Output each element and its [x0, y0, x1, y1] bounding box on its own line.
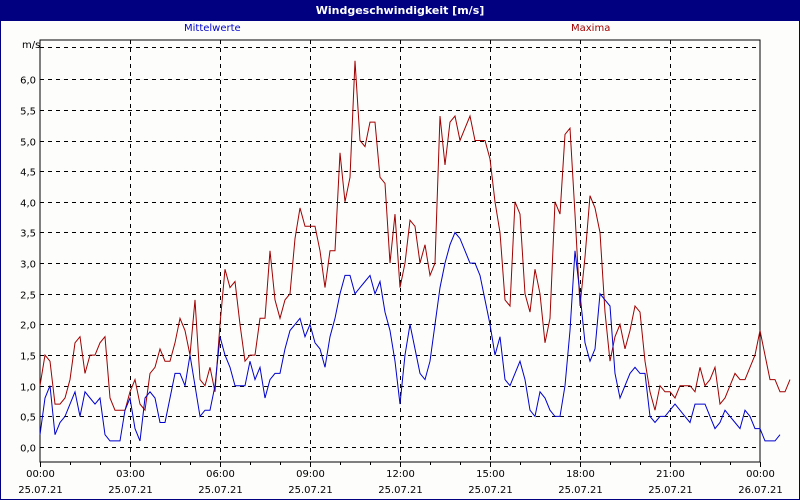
x-tick-time: 15:00 — [476, 469, 505, 480]
y-tick-label: 4,5 — [20, 168, 36, 179]
y-tick-label: 2,0 — [20, 321, 36, 332]
x-tick-date: 25.07.21 — [468, 485, 513, 496]
grid-lines — [40, 40, 760, 462]
y-tick-label: 5,0 — [20, 138, 36, 149]
x-tick-time: 09:00 — [296, 469, 325, 480]
x-tick-date: 26.07.21 — [738, 485, 783, 496]
y-tick-label: 0,0 — [20, 444, 36, 455]
x-tick-date: 25.07.21 — [288, 485, 333, 496]
y-tick-label: 6,0 — [20, 76, 36, 87]
x-tick-date: 25.07.21 — [648, 485, 693, 496]
x-tick-date: 25.07.21 — [558, 485, 603, 496]
y-tick-label: 0,5 — [20, 413, 36, 424]
y-tick-label: 4,0 — [20, 199, 36, 210]
x-tick-time: 03:00 — [116, 469, 145, 480]
x-tick-time: 00:00 — [26, 469, 55, 480]
x-tick-time: 00:00 — [746, 469, 775, 480]
y-unit-label: m/s — [22, 40, 40, 51]
y-tick-label: 3,0 — [20, 260, 36, 271]
y-axis-ticks: 0,0 0,5 1,0 1,5 2,0 2,5 3,0 3,5 4,0 4,5 5,0 5,5 6,0 — [20, 76, 36, 455]
series-maxima-line — [39, 60, 791, 412]
legend-maxima: Maxima — [571, 23, 611, 34]
x-tick-time: 18:00 — [566, 469, 595, 480]
x-tick-date: 25.07.21 — [18, 485, 63, 496]
window-title: Windgeschwindigkeit [m/s] — [1, 1, 799, 21]
y-tick-label: 5,5 — [20, 107, 36, 118]
x-axis-ticks: 00:00 25.07.21 03:00 25.07.21 06:00 25.07.21 0… — [18, 462, 783, 496]
x-tick-date: 25.07.21 — [198, 485, 243, 496]
y-tick-label: 2,5 — [20, 291, 36, 302]
y-tick-label: 3,5 — [20, 229, 36, 240]
series-mittelwerte-line — [39, 231, 781, 442]
y-tick-label: 1,0 — [20, 383, 36, 394]
legend-mittelwerte: Mittelwerte — [184, 23, 241, 34]
x-tick-time: 21:00 — [656, 469, 685, 480]
x-tick-time: 06:00 — [206, 469, 235, 480]
x-tick-date: 25.07.21 — [378, 485, 423, 496]
y-tick-label: 1,5 — [20, 352, 36, 363]
x-tick-date: 25.07.21 — [108, 485, 153, 496]
x-tick-time: 12:00 — [386, 469, 415, 480]
